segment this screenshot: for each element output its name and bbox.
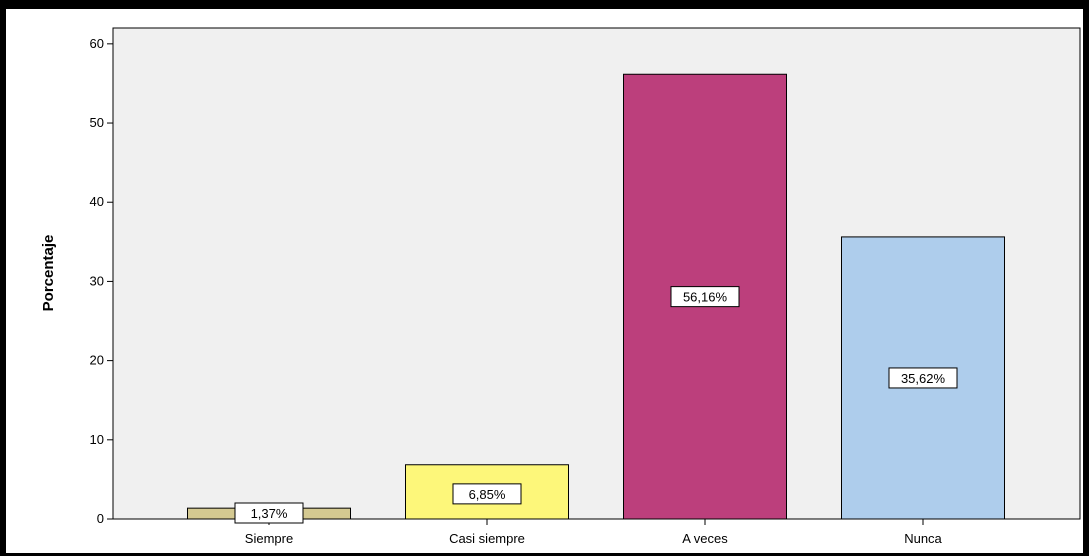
x-axis: Siempre Casi siempre A veces Nunca — [245, 519, 943, 546]
x-tick-label: A veces — [682, 531, 728, 546]
x-tick-label: Siempre — [245, 531, 293, 546]
x-tick-label: Casi siempre — [449, 531, 525, 546]
data-label-box — [234, 502, 304, 524]
data-label-box — [670, 286, 740, 308]
y-tick-label: 10 — [90, 432, 104, 447]
data-label: 1,37% — [251, 506, 288, 521]
data-label-box — [888, 367, 958, 389]
bar-chart: 0 10 20 30 40 50 60 Siempre Casi siempre A veces… — [40, 27, 1081, 546]
data-label: 35,62% — [901, 371, 946, 386]
y-tick-label: 40 — [90, 194, 104, 209]
y-tick-label: 50 — [90, 115, 104, 130]
y-axis-title: Porcentaje — [40, 235, 57, 312]
data-labels: 1,37% 6,85% 56,16% 35,62% — [234, 286, 958, 524]
x-tick-label: Nunca — [904, 531, 942, 546]
chart-frame: 0 10 20 30 40 50 60 Siempre Casi siempre A veces… — [6, 9, 1083, 553]
y-tick-label: 20 — [90, 353, 104, 368]
y-axis: 0 10 20 30 40 50 60 — [90, 36, 113, 526]
y-tick-label: 30 — [90, 273, 104, 288]
y-tick-label: 0 — [97, 511, 104, 526]
data-label-box — [452, 483, 522, 505]
data-label: 56,16% — [683, 290, 728, 305]
y-tick-label: 60 — [90, 36, 104, 51]
data-label: 6,85% — [469, 487, 506, 502]
